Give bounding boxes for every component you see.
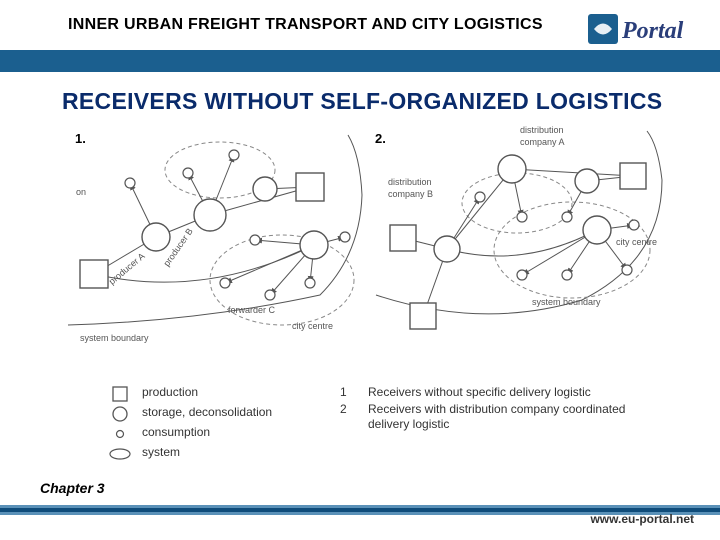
production-node (296, 173, 324, 201)
consumption-node (475, 192, 485, 202)
consumption-node (183, 168, 193, 178)
diagram-label: city centre (292, 321, 333, 331)
header-title: INNER URBAN FREIGHT TRANSPORT AND CITY L… (68, 16, 543, 34)
edge (447, 169, 512, 249)
production-node (80, 260, 108, 288)
storage-node (194, 199, 226, 231)
panel-number: 1. (75, 131, 86, 146)
legend-number: 1 (340, 385, 368, 400)
storage-node (434, 236, 460, 262)
production-node (390, 225, 416, 251)
diagram-label: on (76, 187, 86, 197)
consumption-node (562, 212, 572, 222)
diagram-label: distribution (520, 125, 564, 135)
legend-square-icon (100, 385, 142, 403)
diagram-panel-1: onproducer Aproducer Bforwarder Ccity ce… (68, 135, 362, 343)
consumption-node (517, 212, 527, 222)
storage-node (253, 177, 277, 201)
consumption-node (562, 270, 572, 280)
legend: production storage, deconsolidation consum… (100, 385, 640, 475)
header-blue-bar (0, 50, 720, 72)
diagram-label: company B (388, 189, 433, 199)
storage-node (300, 231, 328, 259)
diagram-label: city centre (616, 237, 657, 247)
consumption-node (622, 265, 632, 275)
consumption-node (340, 232, 350, 242)
legend-shape-row: system (100, 445, 340, 463)
legend-shape-label: production (142, 385, 340, 400)
legend-numbers: 1Receivers without specific delivery log… (340, 385, 640, 434)
slide: INNER URBAN FREIGHT TRANSPORT AND CITY L… (0, 0, 720, 540)
storage-node (583, 216, 611, 244)
footer-url: www.eu-portal.net (590, 512, 694, 526)
legend-shape-label: storage, deconsolidation (142, 405, 340, 420)
diagram: onproducer Aproducer Bforwarder Ccity ce… (60, 125, 660, 385)
production-node (410, 303, 436, 329)
legend-circle-icon (100, 405, 142, 423)
storage-node (575, 169, 599, 193)
legend-shape-label: consumption (142, 425, 340, 440)
diagram-label: system boundary (532, 297, 601, 307)
slide-title: RECEIVERS WITHOUT SELF-ORGANIZED LOGISTI… (62, 88, 662, 115)
consumption-node (629, 220, 639, 230)
diagram-label: distribution (388, 177, 432, 187)
legend-shape-row: storage, deconsolidation (100, 405, 340, 423)
diagram-panel-2: distribution company A distribution company… (376, 125, 662, 329)
legend-number-text: Receivers with distribution company coor… (368, 402, 640, 432)
logo-text: Portal (621, 18, 684, 44)
legend-number: 2 (340, 402, 368, 417)
legend-number-text: Receivers without specific delivery logi… (368, 385, 640, 400)
chapter-label: Chapter 3 (40, 480, 105, 496)
legend-shape-label: system (142, 445, 340, 460)
consumption-node (265, 290, 275, 300)
consumption-node (250, 235, 260, 245)
consumption-node (125, 178, 135, 188)
legend-ellipse-icon (100, 445, 142, 463)
production-node (620, 163, 646, 189)
legend-number-row: 1Receivers without specific delivery log… (340, 385, 640, 400)
portal-logo: Portal (588, 8, 698, 55)
legend-shape-row: production (100, 385, 340, 403)
diagram-label: forwarder C (228, 305, 276, 315)
consumption-node (305, 278, 315, 288)
storage-node (498, 155, 526, 183)
edge (512, 169, 633, 176)
consumption-node (220, 278, 230, 288)
storage-node (142, 223, 170, 251)
legend-shapes: production storage, deconsolidation consum… (100, 385, 340, 465)
diagram-label: company A (520, 137, 565, 147)
consumption-node (229, 150, 239, 160)
consumption-node (517, 270, 527, 280)
legend-number-row: 2Receivers with distribution company coo… (340, 402, 640, 432)
legend-shape-row: consumption (100, 425, 340, 443)
legend-dot-icon (100, 425, 142, 443)
diagram-label: system boundary (80, 333, 149, 343)
panel-number: 2. (375, 131, 386, 146)
